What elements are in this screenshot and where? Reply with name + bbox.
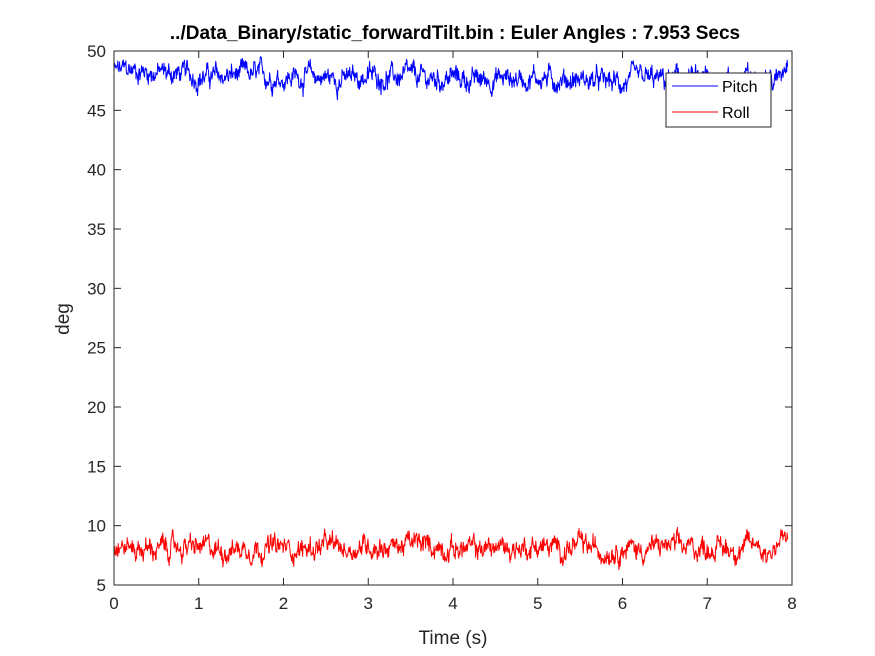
legend-label-pitch: Pitch — [722, 79, 758, 96]
x-tick-label: 7 — [703, 594, 712, 613]
x-tick-label: 0 — [109, 594, 118, 613]
y-tick-label: 5 — [97, 576, 106, 595]
y-tick-label: 30 — [87, 279, 106, 298]
y-tick-label: 45 — [87, 101, 106, 120]
plot-area — [114, 51, 792, 585]
x-tick-label: 1 — [194, 594, 203, 613]
x-axis-label: Time (s) — [419, 628, 488, 649]
y-tick-label: 40 — [87, 161, 106, 180]
x-tick-label: 5 — [533, 594, 542, 613]
legend: Pitch Roll — [665, 72, 772, 128]
y-tick-label: 35 — [87, 220, 106, 239]
chart-title: ../Data_Binary/static_forwardTilt.bin : … — [170, 23, 740, 44]
legend-box — [665, 72, 772, 128]
x-tick-label: 6 — [618, 594, 627, 613]
y-tick-label: 20 — [87, 398, 106, 417]
legend-label-roll: Roll — [722, 105, 750, 122]
y-tick-label: 15 — [87, 457, 106, 476]
series-line-roll — [113, 526, 789, 571]
x-tick-label: 2 — [279, 594, 288, 613]
x-tick-label: 4 — [448, 594, 457, 613]
x-tick-label: 8 — [787, 594, 796, 613]
y-tick-label: 10 — [87, 517, 106, 536]
x-tick-label: 3 — [364, 594, 373, 613]
y-axis-label: deg — [53, 303, 74, 335]
y-tick-label: 25 — [87, 339, 106, 358]
y-tick-label: 50 — [87, 42, 106, 61]
